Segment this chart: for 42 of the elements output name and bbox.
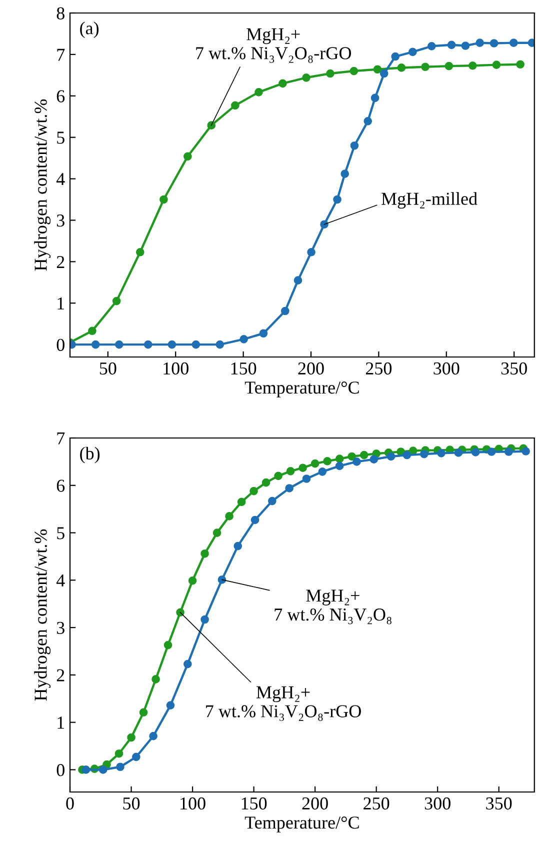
y-tick-label: 1 (58, 716, 64, 729)
x-tick-label: 250 (366, 362, 392, 375)
annotation: MgH₂-milled (382, 192, 478, 209)
x-tick-label: 250 (364, 797, 390, 810)
x-tick-label: 100 (164, 362, 188, 375)
y-tick-label: 1 (58, 297, 64, 310)
annotation: MgH₂+ 7 wt.% Ni₃V₂O₈ (274, 590, 392, 624)
annotation: (b) (80, 446, 100, 464)
y-tick-label: 0 (56, 338, 64, 352)
annotation: (a) (80, 22, 99, 38)
x-tick-label: 150 (242, 797, 267, 810)
y-tick-label: 3 (56, 622, 64, 634)
y-tick-label: 6 (56, 90, 65, 102)
y-tick-label: 2 (56, 669, 64, 682)
annotation: MgH₂+ 7 wt.% Ni₃V₂O₈-rGO (206, 686, 361, 721)
y-tick-label: 4 (56, 574, 65, 586)
x-tick-label: 150 (231, 362, 256, 375)
x-tick-label: 0 (66, 797, 74, 810)
y-tick-label: 7 (57, 48, 65, 61)
y-tick-label: 6 (56, 480, 65, 492)
x-axis-title: Temperature/°C (244, 382, 359, 398)
y-tick-label: 0 (56, 764, 64, 776)
x-axis-title: Temperature/°C (244, 816, 359, 832)
y-tick-label: 5 (57, 527, 64, 540)
x-tick-label: 200 (302, 797, 328, 810)
y-axis-title: Hydrogen content/wt.% (34, 99, 51, 271)
y-tick-label: 7 (57, 432, 65, 444)
x-tick-label: 350 (486, 797, 512, 810)
x-tick-label: 50 (123, 797, 140, 810)
x-tick-label: 200 (298, 362, 324, 375)
y-tick-label: 8 (56, 7, 64, 20)
annotation: MgH₂+ 7 wt.% Ni₃V₂O₈-rGO (196, 28, 351, 63)
x-tick-label: 350 (501, 362, 527, 375)
y-axis-title: Hydrogen content/wt.% (34, 529, 51, 701)
x-tick-label: 100 (180, 797, 206, 810)
x-tick-label: 300 (434, 362, 460, 375)
x-tick-label: 50 (100, 362, 116, 375)
y-tick-label: 2 (56, 256, 64, 268)
y-tick-label: 4 (56, 173, 65, 186)
y-tick-label: 3 (56, 214, 64, 227)
x-tick-label: 300 (424, 797, 450, 810)
y-tick-label: 5 (57, 132, 64, 144)
